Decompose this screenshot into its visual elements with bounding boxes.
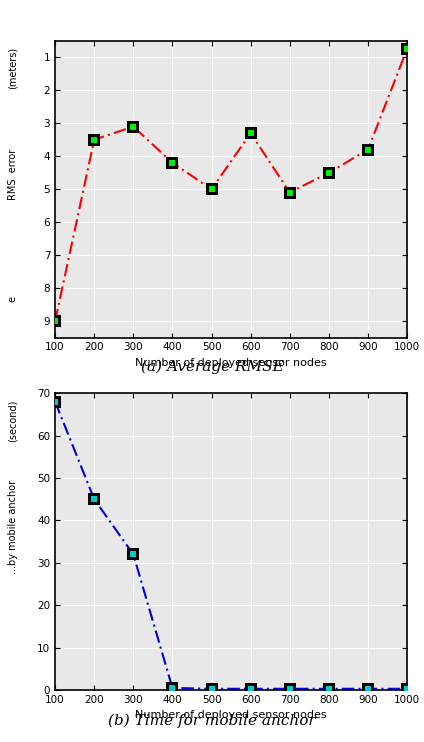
Text: (a) Average RMSE: (a) Average RMSE [141,360,283,374]
Text: RMS  error: RMS error [8,148,18,200]
Text: (meters): (meters) [8,47,18,89]
X-axis label: Number of deployed sensor nodes: Number of deployed sensor nodes [135,358,327,368]
Text: (second): (second) [8,399,18,441]
Text: (b) Time for mobile anchor: (b) Time for mobile anchor [108,714,316,728]
X-axis label: Number of deployed sensor nodes: Number of deployed sensor nodes [135,711,327,720]
Text: e: e [8,296,18,302]
Text: ...by mobile anchor: ...by mobile anchor [8,480,18,574]
